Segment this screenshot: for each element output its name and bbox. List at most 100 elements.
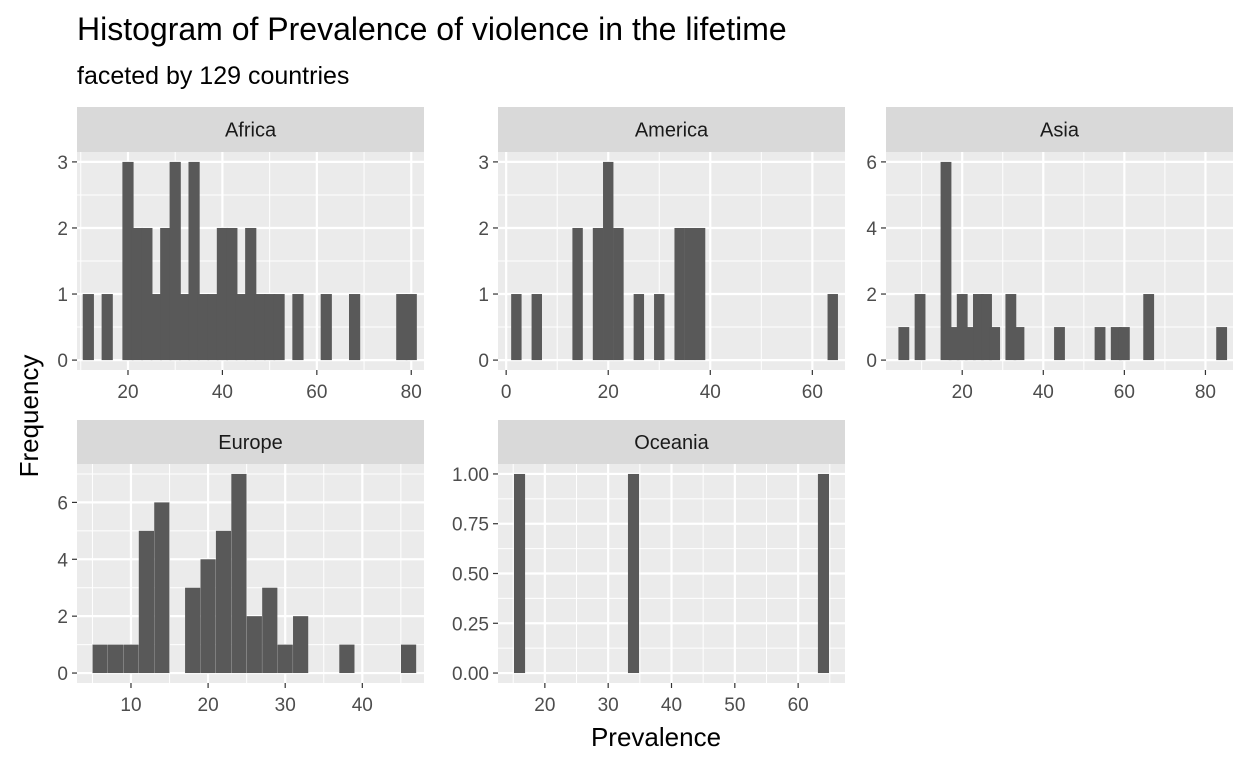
histogram-bar (273, 294, 285, 361)
histogram-bar (981, 294, 992, 361)
histogram-bar (141, 227, 153, 361)
histogram-bar (948, 327, 960, 361)
y-tick-label: 2 (57, 219, 68, 240)
histogram-bar (592, 227, 604, 361)
histogram-bar (572, 227, 583, 361)
histogram-bar (674, 227, 685, 361)
histogram-bar (101, 294, 113, 361)
facet-strip (498, 107, 845, 152)
histogram-bar (817, 473, 830, 674)
histogram-bar (1054, 327, 1065, 361)
facet-strip (886, 107, 1233, 152)
histogram-bar (400, 644, 417, 674)
y-tick-label: 3 (478, 153, 489, 174)
y-tick-label: 0 (478, 351, 489, 372)
y-tick-label: 4 (866, 219, 877, 240)
histogram-bar (160, 227, 172, 361)
histogram-bar (215, 530, 232, 674)
y-tick-label: 2 (478, 219, 489, 240)
histogram-bar (185, 587, 201, 674)
x-tick-label: 60 (788, 695, 809, 716)
y-tick-label: 0.25 (452, 614, 489, 635)
facet-strip-label: Asia (1040, 120, 1080, 142)
x-tick-label: 60 (306, 382, 327, 403)
histogram-bar (150, 294, 162, 361)
facet-america: America 0 1 2 3 0 20 40 60 (478, 107, 845, 403)
histogram-bar (405, 294, 417, 361)
facet-strip (77, 107, 424, 152)
y-tick-label: 3 (57, 153, 68, 174)
histogram-bar (956, 294, 968, 361)
histogram-bar (633, 294, 645, 361)
y-tick-label: 1.00 (452, 465, 489, 486)
x-tick-label: 60 (802, 382, 823, 403)
y-tick-label: 1 (57, 285, 68, 306)
x-tick-label: 20 (534, 695, 555, 716)
y-tick-label: 6 (866, 153, 877, 174)
x-tick-label: 50 (724, 695, 745, 716)
facet-strip-label: Oceania (634, 432, 709, 454)
histogram-bar (216, 227, 229, 361)
histogram-bar (964, 327, 976, 361)
y-tick-label: 0.00 (452, 664, 489, 685)
x-tick-label: 10 (120, 695, 141, 716)
histogram-bar (246, 616, 262, 674)
y-tick-label: 2 (866, 285, 877, 306)
histogram-bar (1143, 294, 1155, 361)
histogram-bar (277, 644, 293, 674)
facet-asia: Asia 0 2 4 6 20 40 60 80 (866, 107, 1233, 403)
histogram-bar (262, 587, 278, 674)
histogram-bar (207, 294, 219, 361)
y-tick-label: 0 (866, 351, 877, 372)
x-tick-label: 40 (1033, 382, 1054, 403)
y-tick-label: 2 (57, 607, 68, 628)
y-tick-label: 6 (57, 493, 68, 514)
histogram-bar (1118, 327, 1130, 361)
histogram-bar (179, 294, 191, 361)
histogram-bar (973, 294, 984, 361)
histogram-bar (138, 530, 154, 674)
histogram-bar (226, 227, 238, 361)
x-tick-label: 60 (1114, 382, 1135, 403)
x-tick-label: 40 (661, 695, 682, 716)
chart-title: Histogram of Prevalence of violence in t… (77, 11, 787, 47)
y-tick-label: 0.50 (452, 565, 489, 586)
histogram-bar (292, 294, 304, 361)
x-tick-label: 20 (198, 695, 219, 716)
x-tick-label: 40 (352, 695, 373, 716)
histogram-bar (694, 227, 706, 361)
histogram-bar (293, 616, 309, 674)
facet-strip-label: America (635, 120, 709, 142)
histogram-bar (940, 161, 952, 361)
histogram-bar (989, 327, 1001, 361)
x-axis-title: Prevalence (591, 722, 721, 752)
histogram-bar (200, 559, 216, 674)
histogram-bar (603, 161, 614, 361)
facet-strip (498, 420, 845, 464)
histogram-bar (264, 294, 276, 361)
facet-oceania: Oceania 0.00 0.25 0.50 0.75 1.00 20 30 40 50 60 (452, 420, 845, 716)
histogram-bar (511, 294, 522, 361)
histogram-bar (513, 473, 526, 674)
histogram-bar (1110, 327, 1122, 361)
y-axis-title: Frequency (14, 355, 44, 478)
x-tick-label: 40 (212, 382, 233, 403)
y-tick-label: 0.75 (452, 515, 489, 536)
x-tick-label: 20 (117, 382, 138, 403)
histogram-bar (613, 227, 624, 361)
histogram-bar (914, 294, 926, 361)
facet-strip-label: Europe (218, 432, 283, 454)
facet-europe: Europe 0 2 4 6 10 20 30 40 (57, 420, 424, 716)
y-tick-label: 0 (57, 664, 68, 685)
chart-subtitle: faceted by 129 countries (77, 62, 349, 90)
histogram-bar (654, 294, 665, 361)
histogram-bar (245, 227, 257, 361)
histogram-bar (1013, 327, 1025, 361)
histogram-bar (154, 502, 170, 674)
x-tick-label: 80 (401, 382, 422, 403)
x-tick-label: 20 (598, 382, 619, 403)
histogram-bar (627, 473, 640, 674)
histogram-bar (339, 644, 355, 674)
y-tick-label: 4 (57, 550, 68, 571)
